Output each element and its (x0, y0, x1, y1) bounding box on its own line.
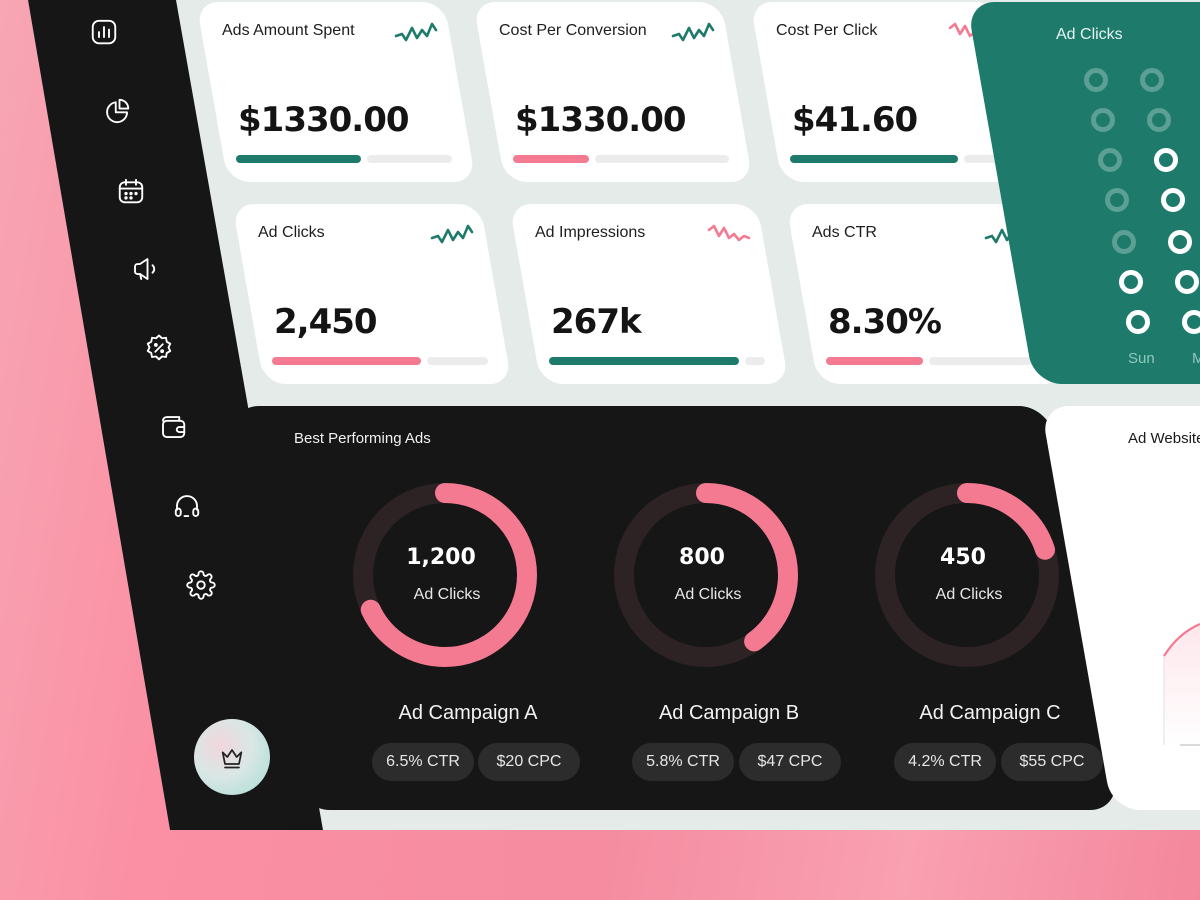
stat-card-cost-per-conversion[interactable]: Cost Per Conversion $1330.00 (473, 2, 753, 182)
stat-value: 8.30% (828, 302, 941, 342)
donut-label: Ad Clicks (935, 586, 1003, 603)
stat-card-ads-spent[interactable]: Ads Amount Spent $1330.00 (196, 2, 476, 182)
stat-value: $1330.00 (238, 100, 409, 140)
discount-badge-icon[interactable] (143, 332, 175, 364)
cpc-badge: $55 CPC (1001, 743, 1103, 781)
stat-value: 267k (551, 302, 641, 342)
website-trend-chart (1163, 622, 1200, 746)
stat-value: $41.60 (792, 100, 918, 140)
campaign-name: Ad Campaign C (919, 702, 1061, 724)
stat-title: Cost Per Conversion (499, 22, 647, 39)
stat-title: Ad Impressions (535, 224, 646, 241)
ctr-badge: 4.2% CTR (894, 743, 996, 781)
activity-ring (1112, 230, 1136, 254)
sparkline-icon (671, 22, 715, 42)
day-label: Sun (1128, 350, 1155, 367)
donut-value: 1,200 (406, 545, 476, 570)
stat-title: Cost Per Click (776, 22, 878, 39)
donut-arc (614, 483, 798, 667)
premium-button[interactable] (194, 719, 270, 795)
sparkline-icon (430, 224, 474, 244)
donut-arc (353, 483, 537, 667)
crown-icon (221, 749, 243, 769)
activity-ring (1175, 270, 1199, 294)
progress-track (745, 357, 765, 365)
calendar-icon[interactable] (115, 175, 147, 207)
activity-ring (1098, 148, 1122, 172)
donut-arc (875, 483, 1059, 667)
donut-value: 800 (679, 545, 725, 570)
activity-ring (1084, 68, 1108, 92)
activity-ring (1154, 148, 1178, 172)
progress-fill (272, 357, 421, 365)
progress-track (367, 155, 452, 163)
stat-title: Ad Clicks (258, 224, 325, 241)
progress-fill (826, 357, 923, 365)
panel-title: Ad Website (1128, 430, 1200, 447)
cpc-badge: $47 CPC (739, 743, 841, 781)
panel-title: Ad Clicks (1056, 26, 1123, 43)
cpc-badge: $20 CPC (478, 743, 580, 781)
activity-ring (1105, 188, 1129, 212)
stat-title: Ads CTR (812, 224, 877, 241)
progress-fill (790, 155, 958, 163)
progress-track (929, 357, 1042, 365)
stat-value: 2,450 (274, 302, 377, 342)
day-label: M (1192, 350, 1200, 367)
campaign-donut-chart[interactable] (606, 475, 806, 675)
progress-fill (513, 155, 589, 163)
gear-icon[interactable] (185, 569, 217, 601)
progress-track (595, 155, 729, 163)
activity-ring (1168, 230, 1192, 254)
ctr-badge: 6.5% CTR (372, 743, 474, 781)
campaign-donut-chart[interactable] (867, 475, 1067, 675)
progress-fill (236, 155, 361, 163)
ctr-badge: 5.8% CTR (632, 743, 734, 781)
stat-card-ad-impressions[interactable]: Ad Impressions 267k (509, 204, 789, 384)
activity-ring (1182, 310, 1200, 334)
pie-chart-icon[interactable] (101, 95, 133, 127)
sparkline-icon (394, 22, 438, 42)
activity-ring (1091, 108, 1115, 132)
donut-label: Ad Clicks (413, 586, 481, 603)
stat-value: $1330.00 (515, 100, 686, 140)
campaign-donut-chart[interactable] (345, 475, 545, 675)
donut-value: 450 (940, 545, 986, 570)
megaphone-icon[interactable] (129, 253, 161, 285)
sparkline-icon (707, 224, 751, 242)
stat-card-ad-clicks[interactable]: Ad Clicks 2,450 (232, 204, 512, 384)
progress-fill (549, 357, 739, 365)
activity-ring (1119, 270, 1143, 294)
activity-ring (1126, 310, 1150, 334)
campaign-name: Ad Campaign A (398, 702, 538, 724)
activity-ring (1147, 108, 1171, 132)
panel-title: Best Performing Ads (294, 430, 431, 447)
activity-ring (1140, 68, 1164, 92)
campaign-name: Ad Campaign B (658, 702, 800, 724)
bar-chart-icon[interactable] (88, 16, 120, 48)
wallet-icon[interactable] (157, 411, 189, 443)
headset-icon[interactable] (171, 490, 203, 522)
progress-track (427, 357, 488, 365)
donut-label: Ad Clicks (674, 586, 742, 603)
activity-ring (1161, 188, 1185, 212)
stat-title: Ads Amount Spent (222, 22, 355, 39)
